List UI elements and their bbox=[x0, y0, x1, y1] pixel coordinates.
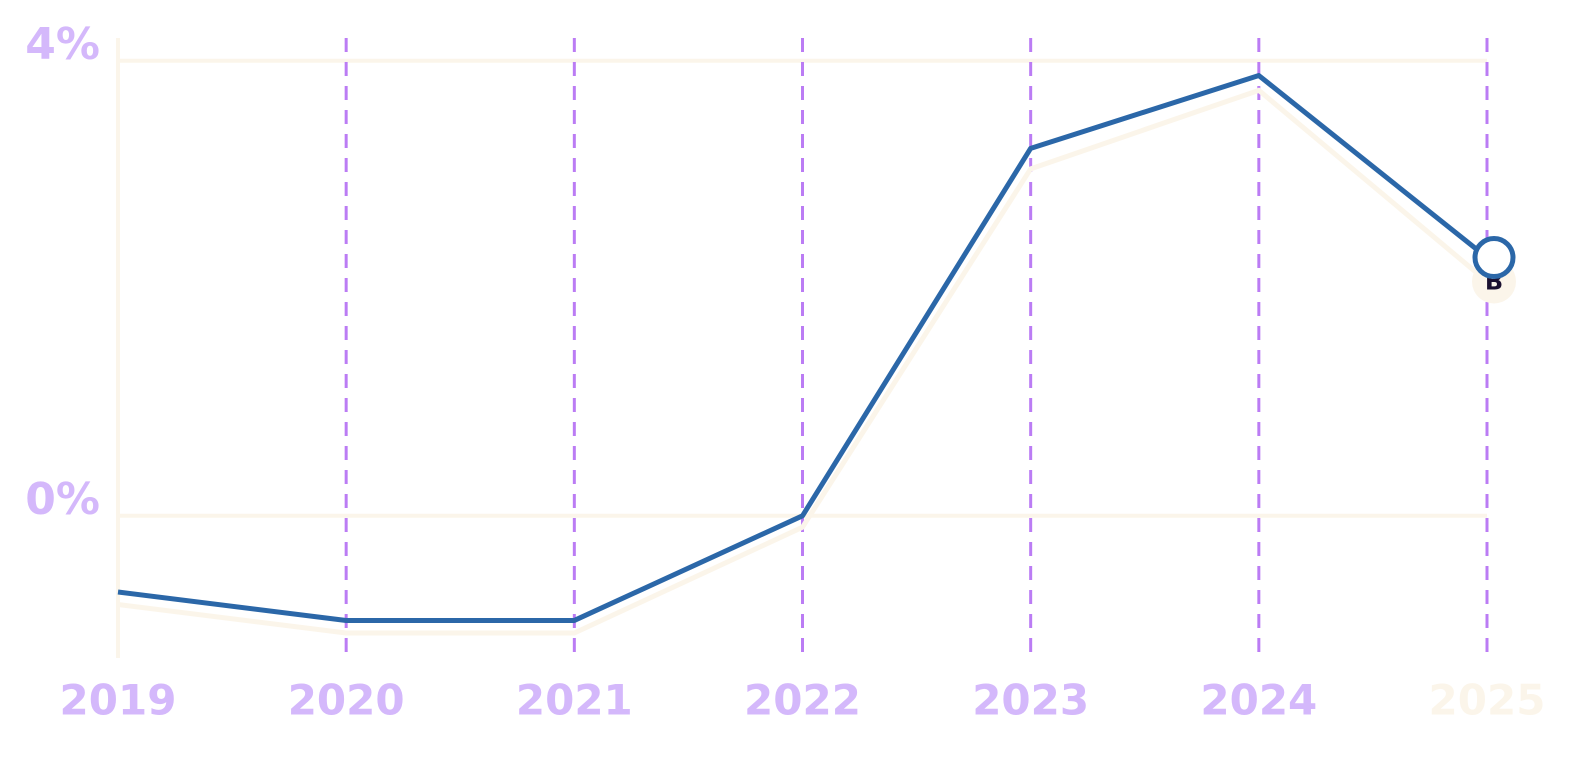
x-tick-label: 2022 bbox=[744, 676, 861, 725]
x-tick-label: 2024 bbox=[1200, 676, 1317, 725]
y-tick-label: 4% bbox=[25, 19, 100, 70]
x-tick-label: 2025 bbox=[1429, 676, 1546, 725]
x-tick-label: 2023 bbox=[972, 676, 1089, 725]
series-line bbox=[117, 87, 1489, 636]
x-tick-label: 2020 bbox=[288, 676, 405, 725]
series-line bbox=[117, 73, 1489, 623]
x-tick-label: 2019 bbox=[60, 676, 177, 725]
x-tick-label: 2021 bbox=[516, 676, 633, 725]
end-marker bbox=[1472, 236, 1516, 280]
y-tick-label: 0% bbox=[25, 474, 100, 525]
